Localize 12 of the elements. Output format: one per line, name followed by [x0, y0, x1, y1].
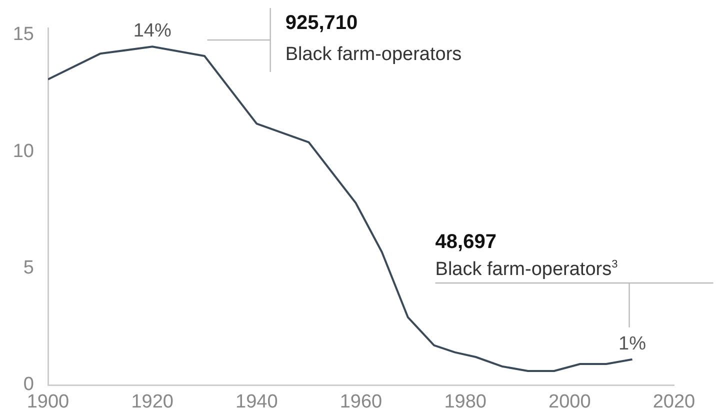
annotation: 14%: [133, 20, 172, 42]
x-tick-label: 1940: [236, 392, 278, 413]
y-tick-label: 5: [23, 258, 34, 279]
x-tick-label: 2020: [652, 392, 696, 413]
annotation: 1%: [618, 333, 646, 354]
y-tick-label: 15: [12, 24, 34, 46]
annotation: 925,710 Black farm-operators: [285, 12, 462, 65]
y-tick-label: 10: [12, 140, 34, 162]
x-tick-label: 1920: [131, 392, 174, 413]
x-tick-label: 2000: [548, 392, 591, 413]
x-tick-label: 1960: [340, 392, 382, 413]
x-tick-label: 1980: [444, 392, 486, 413]
